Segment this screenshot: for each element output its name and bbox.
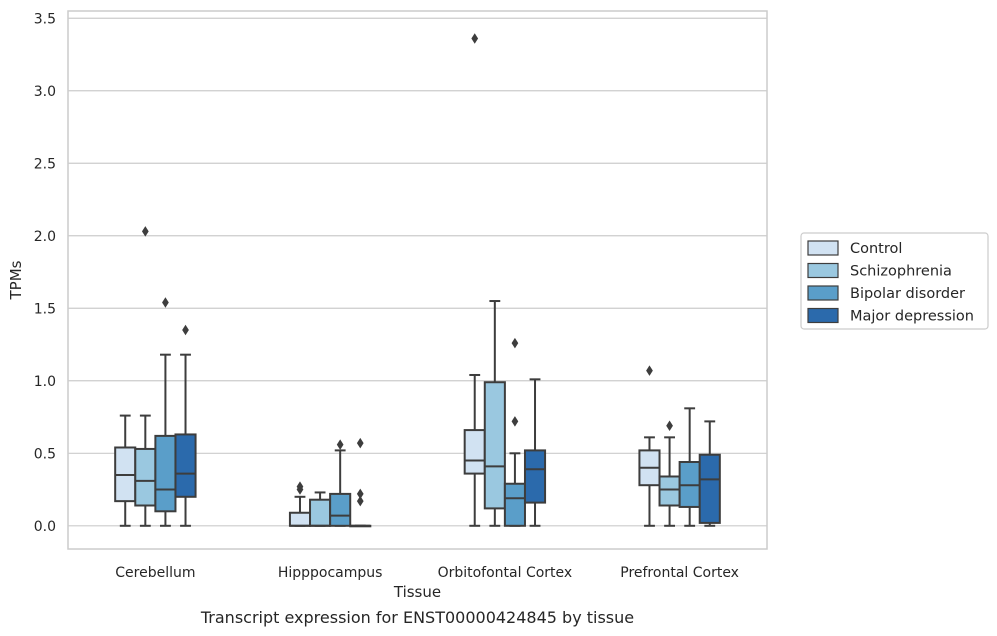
y-tick-label: 0.0 xyxy=(34,519,56,535)
legend-frame xyxy=(800,232,989,330)
y-tick-label: 1.5 xyxy=(34,301,56,317)
box-schizophrenia xyxy=(658,420,681,527)
outlier-point xyxy=(646,365,653,376)
outlier-point xyxy=(356,495,364,507)
outlier-point xyxy=(511,416,519,427)
legend-label: Bipolar disorder xyxy=(850,286,965,302)
y-axis-ticks: 0.0 0.5 1.0 1.5 2.0 2.5 3.0 3.5 xyxy=(34,11,56,535)
box-major-depression xyxy=(698,420,721,527)
outlier-point xyxy=(511,337,519,349)
box-control xyxy=(114,414,137,527)
y-tick-label: 3.0 xyxy=(34,84,56,100)
box-major-depression xyxy=(174,324,197,527)
outlier-point xyxy=(471,33,479,44)
outlier-point xyxy=(296,481,304,492)
box-control xyxy=(638,365,661,527)
legend-swatch xyxy=(807,262,839,279)
legend-label: Schizophrenia xyxy=(850,264,952,280)
box-iqr xyxy=(288,511,312,527)
y-tick-label: 3.5 xyxy=(34,11,56,27)
legend-label: Major depression xyxy=(850,309,974,325)
y-tick-label: 2.0 xyxy=(34,229,56,245)
box-control xyxy=(463,33,486,527)
y-tick-label: 2.5 xyxy=(34,156,56,172)
box-schizophrenia xyxy=(483,300,506,527)
box-schizophrenia xyxy=(134,226,157,527)
y-tick-label: 1.0 xyxy=(34,374,56,390)
x-axis-ticks: Cerebellum Hipppocampus Orbitofontal Corte… xyxy=(115,565,739,581)
outlier-point xyxy=(666,420,673,431)
y-tick-label: 0.5 xyxy=(34,446,56,462)
box-iqr xyxy=(698,453,721,524)
box-bipolar-disorder xyxy=(329,439,352,527)
outlier-point xyxy=(356,437,364,449)
box-bipolar-disorder xyxy=(503,337,526,527)
box-groups xyxy=(114,33,721,528)
box-iqr xyxy=(658,475,681,507)
box-major-depression xyxy=(523,378,547,527)
outlier-point xyxy=(162,297,169,308)
box-iqr xyxy=(174,433,197,498)
legend-swatch xyxy=(807,307,839,324)
y-axis-label: TPMs xyxy=(7,260,25,300)
legend: Control Schizophrenia Bipolar disorder Majo… xyxy=(800,232,989,330)
box-iqr xyxy=(503,482,526,527)
box-iqr xyxy=(329,492,352,527)
box-iqr xyxy=(134,447,157,507)
x-tick-label: Cerebellum xyxy=(115,565,195,581)
outlier-point xyxy=(336,439,344,450)
x-tick-label: Prefrontal Cortex xyxy=(620,565,739,581)
legend-swatch xyxy=(807,240,839,256)
plot-area-frame xyxy=(67,10,768,550)
outlier-point xyxy=(141,226,149,237)
box-control xyxy=(288,481,312,527)
box-iqr xyxy=(309,498,332,527)
box-major-depression xyxy=(349,437,372,528)
box-bipolar-disorder xyxy=(154,297,177,527)
box-iqr xyxy=(154,434,177,513)
outlier-point xyxy=(356,488,364,500)
x-axis-label: Tissue xyxy=(393,583,441,601)
outlier-point xyxy=(182,324,189,336)
chart-caption: Transcript expression for ENST0000042484… xyxy=(200,608,634,627)
box-iqr xyxy=(463,429,486,475)
box-bipolar-disorder xyxy=(678,407,701,527)
x-tick-label: Hipppocampus xyxy=(278,565,383,581)
legend-swatch xyxy=(807,285,839,301)
legend-label: Control xyxy=(850,241,902,257)
box-iqr xyxy=(483,381,506,510)
x-tick-label: Orbitofontal Cortex xyxy=(438,565,573,581)
box-schizophrenia xyxy=(309,491,332,527)
box-iqr xyxy=(523,449,547,504)
